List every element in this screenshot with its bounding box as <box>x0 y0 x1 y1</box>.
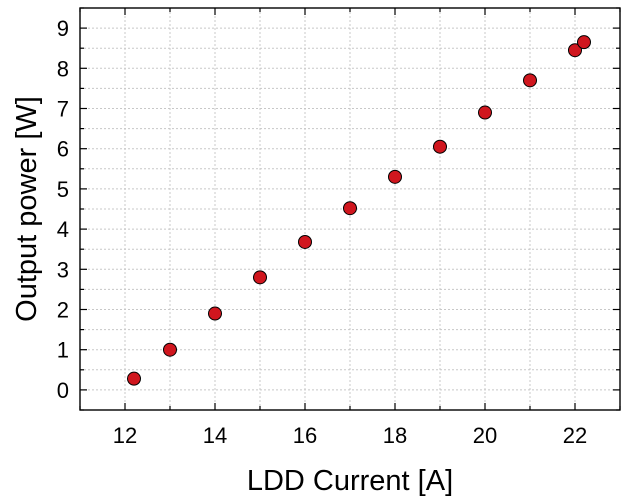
data-point <box>388 169 402 184</box>
y-tick-label: 3 <box>57 257 69 282</box>
data-point <box>523 73 537 88</box>
y-tick-label: 8 <box>57 56 69 81</box>
data-point <box>127 371 141 386</box>
y-tick-label: 7 <box>57 97 69 122</box>
data-point <box>478 105 492 120</box>
x-tick-label: 12 <box>113 423 137 448</box>
x-tick-label: 16 <box>293 423 317 448</box>
data-point <box>163 342 177 357</box>
data-point <box>433 139 447 154</box>
x-tick-label: 18 <box>383 423 407 448</box>
y-tick-label: 9 <box>57 16 69 41</box>
data-point <box>343 201 357 216</box>
data-point <box>208 306 222 321</box>
data-point <box>577 35 591 50</box>
x-axis-label: LDD Current [A] <box>247 465 453 497</box>
data-points <box>127 35 591 386</box>
y-tick-label: 5 <box>57 177 69 202</box>
y-tick-label: 1 <box>57 338 69 363</box>
x-tick-label: 14 <box>203 423 227 448</box>
data-point <box>568 43 582 58</box>
y-tick-label: 4 <box>57 217 69 242</box>
x-tick-label: 20 <box>473 423 497 448</box>
data-point <box>298 234 312 249</box>
y-tick-label: 0 <box>57 378 69 403</box>
data-point <box>253 270 267 285</box>
y-tick-label: 2 <box>57 298 69 323</box>
x-tick-label: 22 <box>563 423 587 448</box>
y-axis-label: Output power [W] <box>11 96 43 322</box>
y-tick-label: 6 <box>57 137 69 162</box>
